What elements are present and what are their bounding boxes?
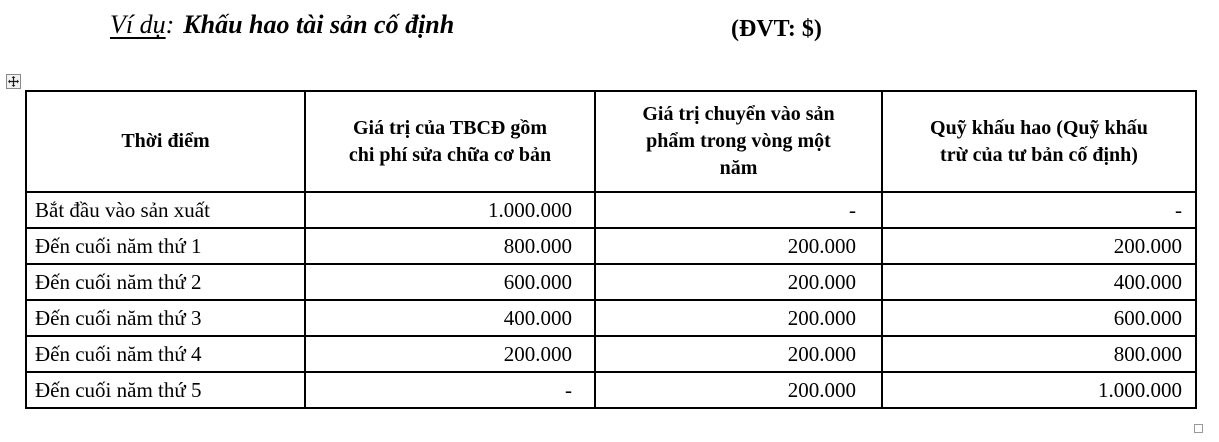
table-move-handle[interactable] xyxy=(6,74,21,89)
title-example-label: Ví dụ xyxy=(110,10,166,39)
value-cell: - xyxy=(304,371,596,409)
row-label-cell: Đến cuối năm thứ 2 xyxy=(25,263,306,301)
row-label-cell: Bắt đầu vào sản xuất xyxy=(25,191,306,229)
table-row: Đến cuối năm thứ 2 600.000 200.000 400.000 xyxy=(25,263,1197,301)
row-label-cell: Đến cuối năm thứ 4 xyxy=(25,335,306,373)
value-cell: 600.000 xyxy=(304,263,596,301)
column-header-1: Thời điểm xyxy=(25,90,306,193)
title-colon: : xyxy=(165,10,175,39)
value-cell: 400.000 xyxy=(304,299,596,337)
value-cell: 200.000 xyxy=(304,335,596,373)
table-row: Bắt đầu vào sản xuất 1.000.000- - xyxy=(25,191,1197,229)
title-main-text: Khấu hao tài sản cố định xyxy=(183,10,455,39)
depreciation-table: Thời điểm Giá trị của TBCĐ gồm chi phí sử… xyxy=(25,90,1197,409)
value-cell: 200.000 xyxy=(594,371,883,409)
value-cell: 1.000.000 xyxy=(304,191,596,229)
value-cell: 200.000 xyxy=(594,299,883,337)
value-cell: 400.000 xyxy=(881,263,1197,301)
table-body: Bắt đầu vào sản xuất 1.000.000- - Đến cuối … xyxy=(25,191,1197,409)
table-row: Đến cuối năm thứ 3 400.000 200.000 600.000 xyxy=(25,299,1197,337)
document-title: Ví dụ: Khấu hao tài sản cố định xyxy=(110,10,454,40)
table-resize-handle[interactable] xyxy=(1194,424,1203,433)
column-header-3: Giá trị chuyển vào sản phẩm trong vòng m… xyxy=(594,90,883,193)
value-cell: - xyxy=(594,191,883,229)
value-cell: 800.000 xyxy=(881,335,1197,373)
value-cell: 200.000 xyxy=(594,227,883,265)
column-header-2: Giá trị của TBCĐ gồm chi phí sửa chữa cơ… xyxy=(304,90,596,193)
value-cell: 800.000 xyxy=(304,227,596,265)
value-cell: 1.000.000 xyxy=(881,371,1197,409)
column-header-4: Quỹ khấu hao (Quỹ khấu trừ của tư bản cố… xyxy=(881,90,1197,193)
header-row: Thời điểm Giá trị của TBCĐ gồm chi phí sử… xyxy=(25,90,1197,193)
unit-label: (ĐVT: $) xyxy=(731,16,822,42)
value-cell: 600.000 xyxy=(881,299,1197,337)
value-cell: 200.000 xyxy=(594,263,883,301)
row-label-cell: Đến cuối năm thứ 5 xyxy=(25,371,306,409)
table-row: Đến cuối năm thứ 4 200.000 200.000 800.000 xyxy=(25,335,1197,373)
value-cell: - xyxy=(881,191,1197,229)
value-cell: 200.000 xyxy=(881,227,1197,265)
row-label-cell: Đến cuối năm thứ 3 xyxy=(25,299,306,337)
move-icon xyxy=(8,76,19,87)
table-row: Đến cuối năm thứ 5-200.000 1.000.000 xyxy=(25,371,1197,409)
table-row: Đến cuối năm thứ 1 800.000 200.000 200.000 xyxy=(25,227,1197,265)
value-cell: 200.000 xyxy=(594,335,883,373)
row-label-cell: Đến cuối năm thứ 1 xyxy=(25,227,306,265)
